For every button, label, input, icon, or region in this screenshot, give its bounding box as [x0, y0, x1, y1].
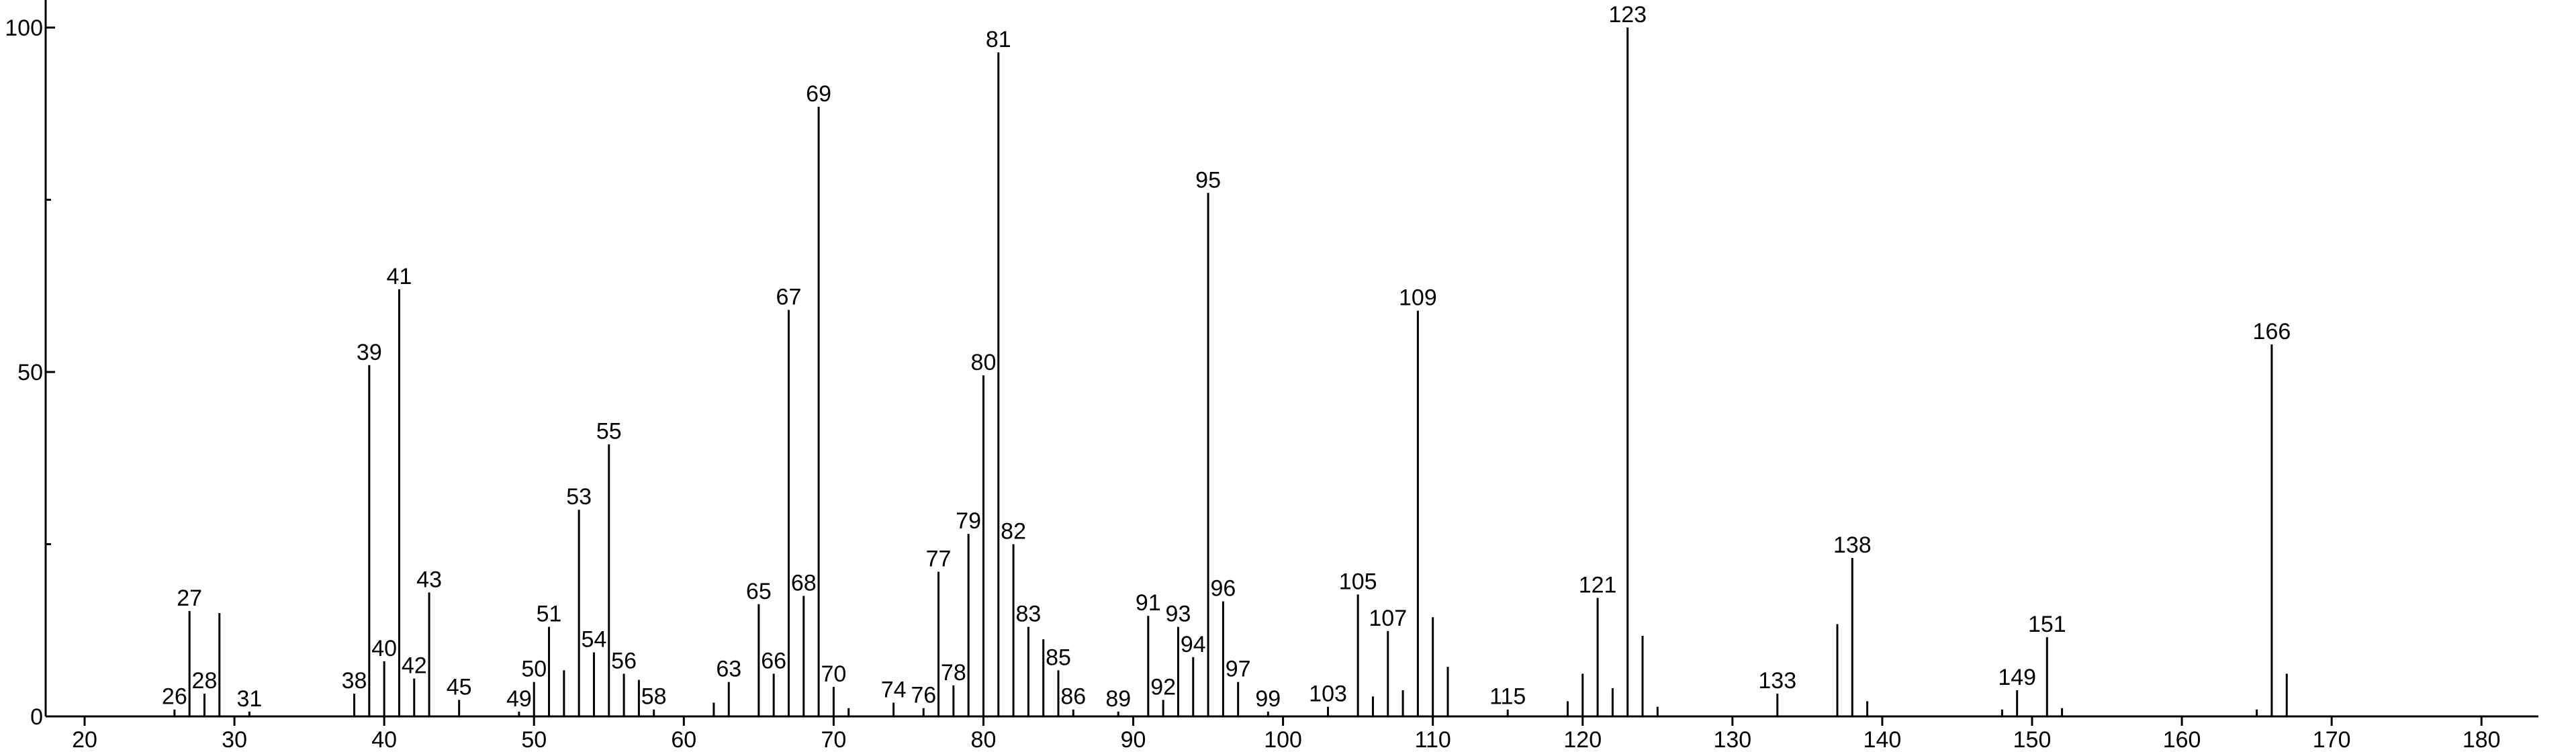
x-tick-label: 60	[671, 727, 696, 752]
peak-label: 86	[1060, 684, 1086, 710]
peak-label: 55	[596, 419, 622, 444]
peak-label: 103	[1309, 682, 1347, 707]
peak-label: 54	[582, 627, 607, 653]
peak-label: 85	[1046, 645, 1071, 670]
x-tick-label: 20	[72, 727, 97, 752]
peak-label: 70	[821, 661, 846, 687]
peak-label: 96	[1210, 576, 1236, 602]
peak-label: 95	[1195, 167, 1221, 193]
y-tick-label: 0	[30, 704, 43, 730]
peak-label: 43	[416, 567, 442, 592]
peak-label: 50	[521, 657, 547, 682]
peak-label: 31	[236, 686, 262, 712]
peak-label: 82	[1001, 519, 1026, 545]
x-tick-label: 160	[2163, 727, 2201, 752]
peak-label: 39	[357, 340, 382, 365]
peak-label: 97	[1226, 657, 1251, 682]
peak-label: 121	[1579, 573, 1617, 598]
x-tick-label: 90	[1121, 727, 1146, 752]
y-tick-label: 100	[5, 15, 43, 41]
peak-label: 109	[1399, 285, 1437, 311]
peak-label: 38	[342, 668, 367, 694]
peak-label: 105	[1339, 569, 1377, 594]
peak-label: 77	[926, 547, 952, 572]
peak-label: 166	[2253, 319, 2291, 344]
peak-label: 40	[371, 636, 397, 661]
peak-label: 89	[1105, 686, 1131, 712]
peak-label: 79	[956, 508, 981, 534]
peak-label: 115	[1489, 684, 1526, 710]
peak-label: 67	[776, 285, 802, 310]
x-tick-label: 140	[1864, 727, 1902, 752]
peak-label: 74	[881, 677, 907, 702]
x-tick-label: 70	[821, 727, 846, 752]
peak-label: 76	[911, 683, 936, 708]
peak-label: 42	[402, 653, 427, 679]
peak-label: 133	[1758, 668, 1796, 694]
peak-label: 92	[1150, 674, 1176, 700]
peak-label: 56	[611, 648, 637, 673]
peak-label: 65	[746, 579, 772, 604]
x-tick-label: 40	[371, 727, 397, 752]
x-tick-label: 30	[222, 727, 247, 752]
x-tick-label: 170	[2313, 727, 2351, 752]
x-tick-label: 100	[1264, 727, 1302, 752]
peak-label: 51	[537, 602, 562, 627]
peak-label: 28	[192, 668, 218, 694]
peak-label: 91	[1136, 590, 1161, 616]
peak-label: 93	[1166, 602, 1191, 627]
peak-label: 68	[791, 570, 817, 596]
peak-label: 41	[387, 264, 412, 289]
peak-label: 27	[177, 585, 202, 611]
peak-label: 69	[806, 81, 831, 107]
peak-label: 58	[641, 684, 667, 710]
peak-label: 53	[566, 484, 592, 510]
peak-label: 149	[1998, 665, 2036, 690]
y-tick-label: 50	[17, 360, 43, 385]
peak-label: 80	[971, 350, 997, 375]
x-tick-label: 50	[521, 727, 547, 752]
x-tick-label: 150	[2013, 727, 2052, 752]
peak-label: 45	[447, 674, 472, 700]
peak-label: 83	[1015, 602, 1041, 627]
peak-label: 66	[761, 648, 786, 673]
peak-label: 151	[2028, 612, 2066, 637]
peak-label: 26	[162, 684, 187, 710]
x-tick-label: 180	[2463, 727, 2501, 752]
x-tick-label: 120	[1563, 727, 1602, 752]
peak-label: 123	[1608, 2, 1647, 28]
peak-label: 49	[506, 686, 532, 712]
peak-label: 99	[1255, 686, 1281, 712]
peak-label: 138	[1833, 532, 1872, 558]
x-tick-label: 130	[1713, 727, 1751, 752]
peak-label: 94	[1181, 632, 1206, 657]
x-tick-label: 80	[971, 727, 997, 752]
peak-label: 78	[941, 660, 966, 686]
x-tick-label: 110	[1415, 727, 1451, 752]
peak-label: 81	[986, 27, 1011, 52]
peak-label: 107	[1369, 606, 1407, 631]
peak-label: 63	[716, 657, 741, 682]
